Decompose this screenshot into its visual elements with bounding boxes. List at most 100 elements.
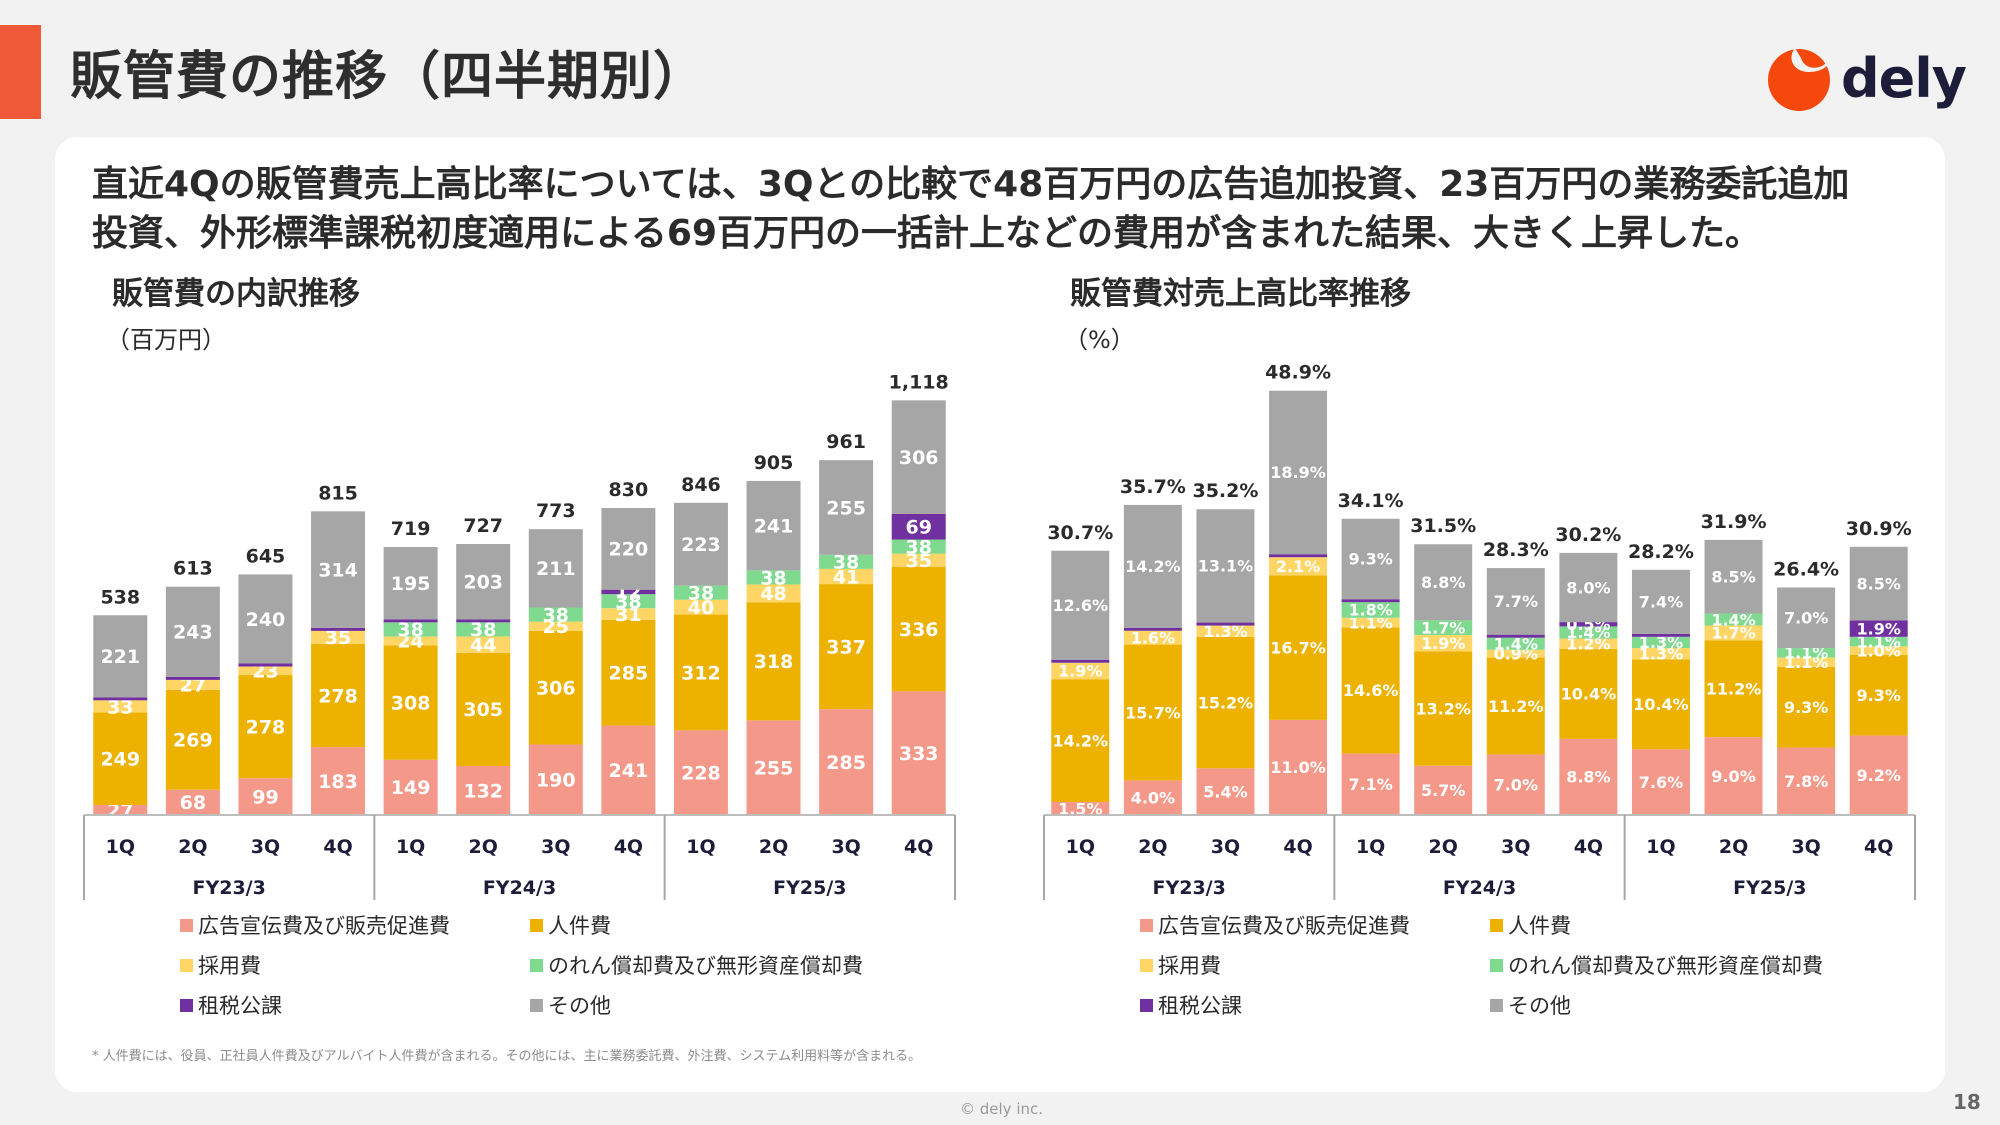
ratio-bar-segment-recruiting	[1269, 557, 1328, 576]
right-chart-title: 販管費対売上高比率推移	[1070, 276, 1411, 312]
cost-bar-segment-other	[383, 546, 438, 620]
copyright: © dely inc.	[960, 1100, 1044, 1118]
ratio-total-label: 31.5%	[1410, 515, 1476, 537]
ratio-bar-segment-amortization	[1631, 636, 1690, 649]
ratio-data-label: 9.3%	[1857, 686, 1901, 705]
ratio-bar-segment-personnel	[1123, 644, 1182, 781]
ratio-bar-segment-taxes	[1559, 622, 1618, 627]
cost-bar-segment-recruiting	[528, 621, 583, 631]
ratio-data-label: 8.0%	[1566, 578, 1610, 597]
cost-data-label: 38	[615, 591, 641, 613]
cost-bar-segment-taxes	[93, 697, 148, 701]
cost-data-label: 99	[252, 786, 278, 808]
ratio-x-tick-label: 3Q	[1791, 836, 1820, 858]
legend-swatch	[1490, 998, 1503, 1012]
ratio-data-label: 1.1%	[1857, 632, 1901, 651]
ratio-data-label: 1.1%	[1348, 613, 1392, 632]
legend-item-advertising: 広告宣伝費及び販売促進費	[180, 910, 450, 940]
cost-data-label: 203	[463, 572, 503, 594]
cost-bar-segment-other	[673, 502, 728, 586]
cost-bar-segment-amortization	[528, 607, 583, 622]
cost-data-label: 69	[905, 517, 931, 539]
cost-data-label: 183	[318, 771, 358, 793]
title-accent-bar	[0, 25, 41, 119]
left-chart-unit: （百万円）	[106, 326, 226, 354]
cost-total-label: 773	[536, 500, 576, 522]
cost-bar-segment-personnel	[93, 712, 148, 805]
ratio-bar-segment-recruiting	[1631, 648, 1690, 660]
ratio-data-label: 8.5%	[1711, 567, 1755, 586]
cost-data-label: 278	[318, 685, 358, 707]
ratio-total-label: 30.2%	[1555, 524, 1621, 546]
cost-data-label: 220	[609, 539, 649, 561]
cost-data-label: 306	[899, 447, 939, 469]
ratio-data-label: 7.6%	[1639, 773, 1683, 792]
cost-data-label: 31	[615, 604, 641, 626]
ratio-bar-segment-recruiting	[1414, 635, 1473, 652]
ratio-data-label: 5.4%	[1203, 782, 1247, 801]
ratio-data-label: 9.2%	[1857, 766, 1901, 785]
cost-bar-segment-advertising	[238, 778, 293, 815]
ratio-data-label: 1.2%	[1566, 634, 1610, 653]
ratio-data-label: 10.4%	[1633, 695, 1689, 714]
legend-label: 広告宣伝費及び販売促進費	[198, 914, 450, 938]
cost-data-label: 38	[760, 567, 786, 589]
legend-item-other: その他	[530, 990, 611, 1020]
cost-bar-segment-personnel	[601, 619, 656, 726]
cost-bar-segment-personnel	[528, 630, 583, 745]
ratio-data-label: 7.1%	[1348, 775, 1392, 794]
ratio-data-label: 9.3%	[1784, 698, 1828, 717]
ratio-total-label: 30.7%	[1047, 522, 1113, 544]
cost-bar-segment-advertising	[819, 709, 874, 815]
headline: 直近4Qの販管費売上高比率については、3Qとの比較で48百万円の広告追加投資、2…	[92, 160, 1922, 258]
ratio-bar-segment-personnel	[1341, 627, 1400, 754]
cost-bar-segment-advertising	[891, 691, 946, 815]
legend-item-other: その他	[1490, 990, 1571, 1020]
ratio-bar-segment-taxes	[1269, 554, 1328, 558]
legend-label: その他	[548, 994, 611, 1018]
ratio-data-label: 11.0%	[1270, 758, 1326, 777]
cost-bar-segment-advertising	[528, 744, 583, 815]
legend-swatch	[180, 998, 193, 1012]
dely-logo-icon	[1768, 48, 1830, 111]
ratio-data-label: 4.0%	[1131, 788, 1175, 807]
ratio-bar-segment-personnel	[1414, 651, 1473, 766]
ratio-data-label: 10.4%	[1561, 685, 1617, 704]
cost-bar-segment-recruiting	[93, 700, 148, 713]
ratio-bar-segment-other	[1341, 518, 1400, 600]
cost-data-label: 255	[754, 758, 794, 780]
cost-data-label: 336	[899, 619, 939, 641]
ratio-x-tick-label: 3Q	[1501, 836, 1530, 858]
ratio-data-label: 1.6%	[1131, 628, 1175, 647]
ratio-data-label: 1.3%	[1639, 633, 1683, 652]
cost-data-label: 337	[826, 637, 866, 659]
cost-data-label: 33	[107, 696, 133, 718]
ratio-bar-segment-personnel	[1559, 648, 1618, 739]
ratio-bar-segment-recruiting	[1777, 657, 1836, 668]
cost-bar-segment-personnel	[891, 566, 946, 692]
cost-group-label: FY23/3	[192, 877, 265, 899]
legend-swatch	[1490, 918, 1503, 932]
ratio-data-label: 1.9%	[1421, 634, 1465, 653]
cost-data-label: 285	[826, 752, 866, 774]
cost-bar-segment-other	[311, 511, 366, 628]
cost-data-label: 48	[760, 583, 786, 605]
cost-bar-segment-recruiting	[383, 636, 438, 646]
cost-x-tick-label: 1Q	[396, 836, 425, 858]
cost-bar-segment-other	[93, 615, 148, 698]
ratio-data-label: 1.9%	[1058, 662, 1102, 681]
ratio-bar-segment-advertising	[1414, 765, 1473, 815]
cost-bar-segment-personnel	[383, 645, 438, 760]
legend-swatch	[180, 918, 193, 932]
cost-bar-segment-personnel	[819, 584, 874, 710]
cost-total-label: 727	[463, 515, 503, 537]
cost-bar-segment-advertising	[311, 747, 366, 815]
cost-bar-segment-recruiting	[601, 608, 656, 620]
cost-data-label: 44	[470, 634, 496, 656]
ratio-data-label: 1.1%	[1784, 644, 1828, 663]
ratio-bar-segment-other	[1704, 539, 1763, 614]
ratio-bar-segment-taxes	[1051, 659, 1110, 663]
cost-data-label: 312	[681, 662, 721, 684]
cost-x-tick-label: 3Q	[541, 836, 570, 858]
ratio-bar-segment-recruiting	[1341, 617, 1400, 628]
